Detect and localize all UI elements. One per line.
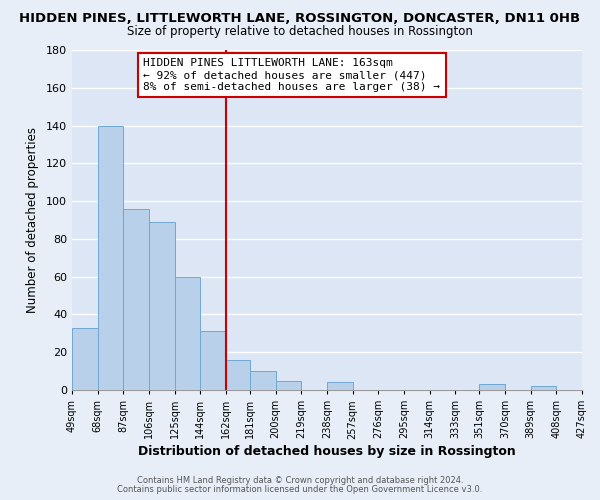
- Text: HIDDEN PINES, LITTLEWORTH LANE, ROSSINGTON, DONCASTER, DN11 0HB: HIDDEN PINES, LITTLEWORTH LANE, ROSSINGT…: [19, 12, 581, 26]
- Bar: [479, 384, 505, 390]
- Bar: [531, 386, 556, 390]
- Bar: [98, 126, 123, 390]
- Text: Size of property relative to detached houses in Rossington: Size of property relative to detached ho…: [127, 25, 473, 38]
- Text: Contains HM Land Registry data © Crown copyright and database right 2024.: Contains HM Land Registry data © Crown c…: [137, 476, 463, 485]
- Text: HIDDEN PINES LITTLEWORTH LANE: 163sqm
← 92% of detached houses are smaller (447): HIDDEN PINES LITTLEWORTH LANE: 163sqm ← …: [143, 58, 440, 92]
- Bar: [276, 380, 301, 390]
- Bar: [200, 332, 226, 390]
- Bar: [250, 371, 276, 390]
- Bar: [149, 222, 175, 390]
- Bar: [123, 208, 149, 390]
- Bar: [226, 360, 250, 390]
- Bar: [175, 276, 200, 390]
- Bar: [72, 328, 98, 390]
- Bar: [327, 382, 353, 390]
- Text: Contains public sector information licensed under the Open Government Licence v3: Contains public sector information licen…: [118, 484, 482, 494]
- Y-axis label: Number of detached properties: Number of detached properties: [26, 127, 39, 313]
- X-axis label: Distribution of detached houses by size in Rossington: Distribution of detached houses by size …: [138, 446, 516, 458]
